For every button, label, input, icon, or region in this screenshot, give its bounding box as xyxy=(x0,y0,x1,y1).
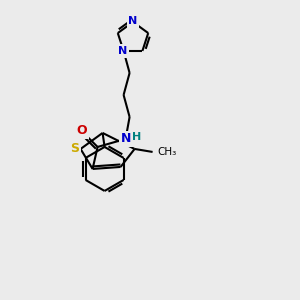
Text: N: N xyxy=(120,132,131,146)
Text: CH₃: CH₃ xyxy=(158,147,177,157)
Text: N: N xyxy=(118,46,127,56)
Text: H: H xyxy=(132,132,141,142)
Text: N: N xyxy=(128,16,138,26)
Text: S: S xyxy=(70,142,79,155)
Text: O: O xyxy=(76,124,87,137)
